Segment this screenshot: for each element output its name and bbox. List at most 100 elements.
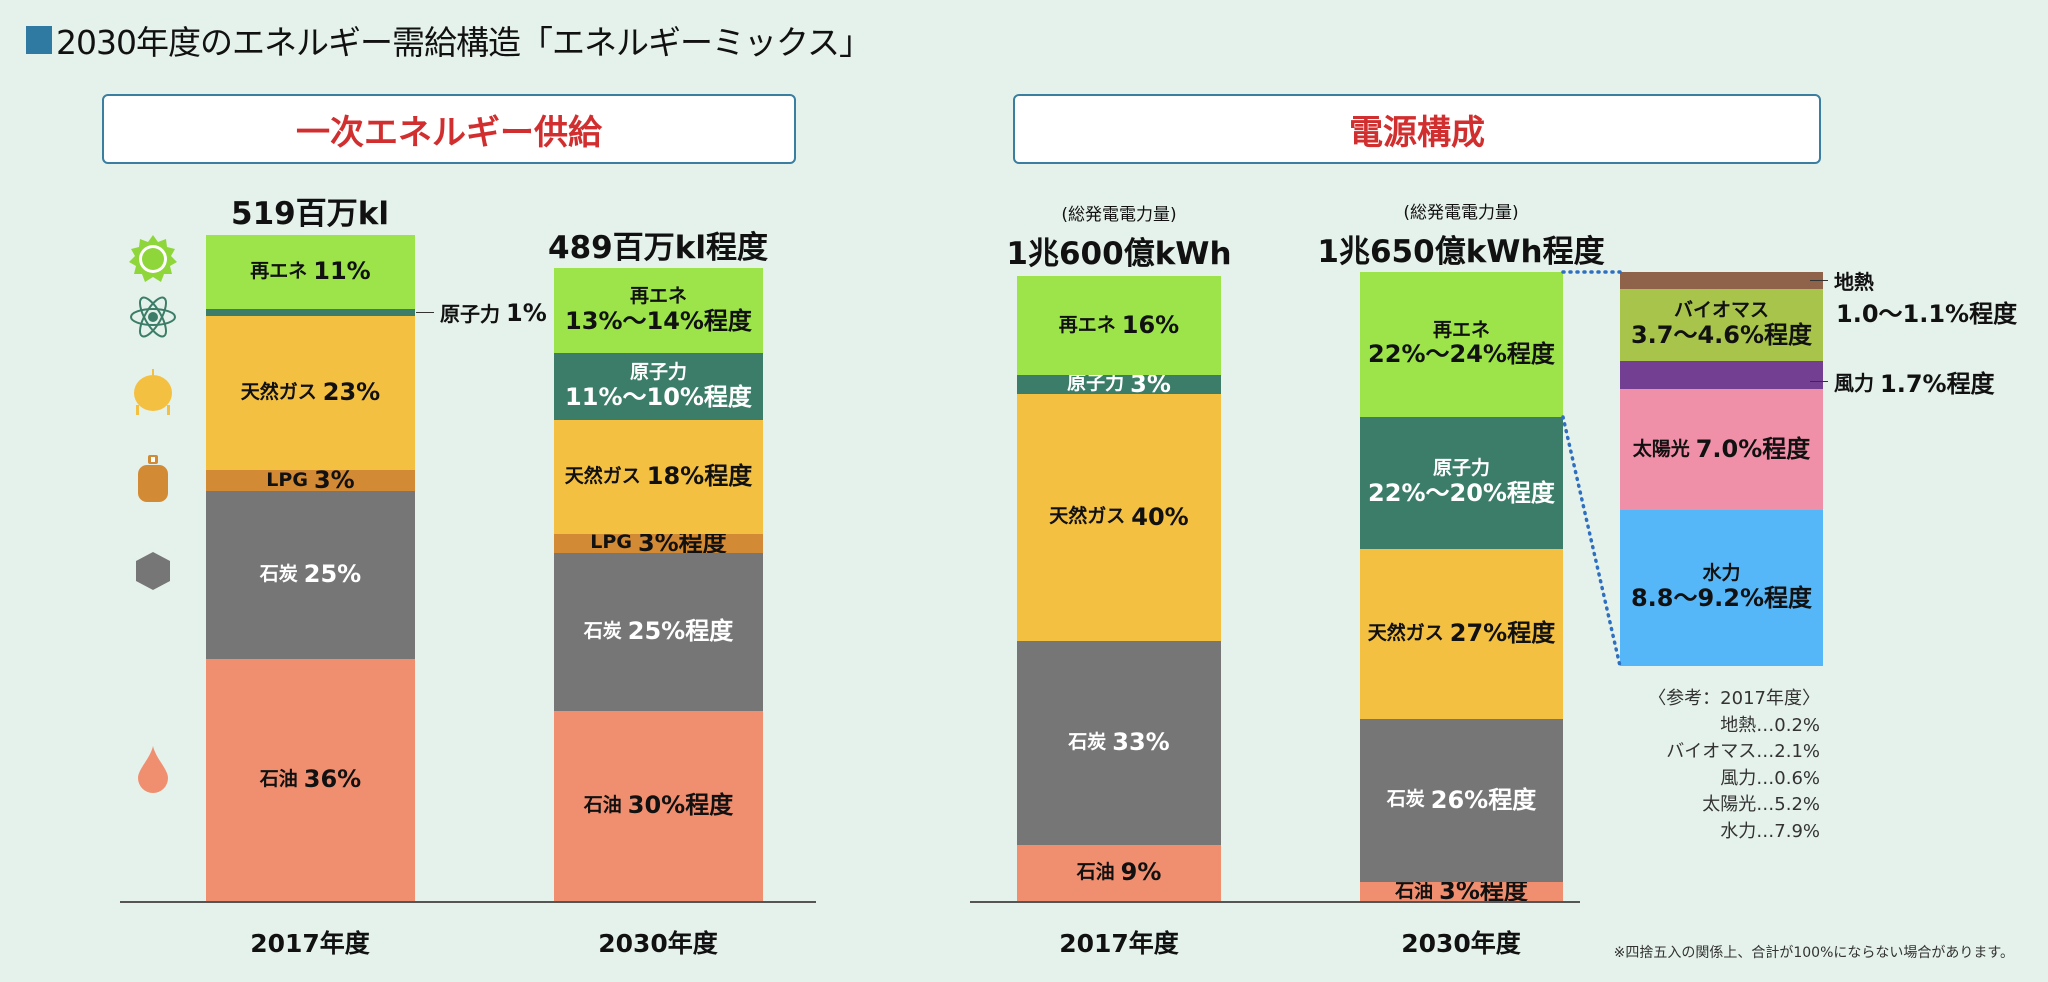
reference-item: 地熱…0.2% [1720, 714, 1820, 736]
lpg-cylinder-icon [138, 455, 168, 502]
bar-segment-geothermal [1620, 272, 1823, 289]
gas-tank-icon [134, 369, 172, 415]
bar-segment-solar: 太陽光 7.0%程度 [1620, 388, 1823, 511]
bar-power-2030: 再エネ 22%〜24%程度 原子力 22%〜20%程度 天然ガス 27%程度 石炭 26%程度… [1360, 272, 1563, 902]
segment-label: 石油 [1076, 861, 1115, 884]
segment-value: 8.8〜9.2%程度 [1630, 584, 1813, 613]
segment-label: 再エネ [1432, 318, 1490, 341]
segment-label: 石油 [583, 794, 622, 817]
segment-label: 原子力 [1432, 457, 1490, 479]
segment-label: 原子力 [1067, 375, 1125, 394]
callout-geothermal: 地熱 [1810, 266, 1874, 295]
segment-value: 27%程度 [1449, 618, 1556, 647]
bar-segment-oil: 石油 36% [206, 658, 415, 902]
segment-label: 原子力 [629, 360, 687, 383]
segment-value: 25% [303, 559, 362, 588]
segment-value: 23% [322, 378, 381, 407]
callout-wind: 風力 1.7%程度 [1810, 364, 1995, 399]
year-label-primary-2017: 2017年度 [250, 929, 370, 958]
bar-segment-hydro: 水力 8.8〜9.2%程度 [1620, 510, 1823, 666]
segment-value: 3% [1130, 375, 1171, 394]
total-2017-power: 1兆600億kWh [1006, 236, 1232, 272]
bar-segment-coal: 石炭 33% [1017, 641, 1221, 846]
segment-value: 18%程度 [646, 462, 753, 491]
sun-icon [129, 235, 177, 282]
segment-label: 石炭 [583, 620, 622, 643]
segment-label: 太陽光 [1632, 437, 1690, 460]
segment-value: 3.7〜4.6%程度 [1630, 321, 1813, 350]
bar-segment-nuclear: 原子力 11%〜10%程度 [554, 353, 763, 420]
bar-segment-renewable: 再エネ 13%〜14%程度 [554, 268, 763, 354]
bar-segment-biomass: バイオマス 3.7〜4.6%程度 [1620, 289, 1823, 361]
segment-value: 22%〜24%程度 [1368, 340, 1555, 369]
bar-segment-gas: 天然ガス 23% [206, 315, 415, 471]
bar-primary-2017: 再エネ 11% 天然ガス 23% LPG 3% 石炭 25% 石油 36% [206, 235, 415, 902]
atom-icon [130, 296, 176, 338]
year-label-power-2030: 2030年度 [1401, 929, 1521, 958]
year-label-power-2017: 2017年度 [1059, 929, 1179, 958]
segment-label: LPG [266, 470, 308, 491]
bar-segment-coal: 石炭 25%程度 [554, 552, 763, 712]
bar-segment-gas: 天然ガス 18%程度 [554, 419, 763, 534]
power-mix-header: 電源構成 [1013, 94, 1821, 164]
segment-label: 再エネ [1058, 313, 1116, 336]
bar-segment-lpg: LPG 3%程度 [554, 533, 763, 553]
bar-segment-wind [1620, 360, 1823, 389]
bar-segment-lpg: LPG 3% [206, 470, 415, 491]
total-2017-primary: 519百万kl [231, 196, 389, 232]
segment-value: 30%程度 [627, 791, 734, 820]
bar-primary-2030: 再エネ 13%〜14%程度 原子力 11%〜10%程度 天然ガス 18%程度 LPG 3%程度… [554, 268, 763, 901]
bar-renewable-breakdown: バイオマス 3.7〜4.6%程度 太陽光 7.0%程度 水力 8.8〜9.2%程度 [1620, 272, 1823, 666]
reference-item: 太陽光…5.2% [1702, 794, 1820, 815]
segment-value: 3%程度 [1439, 882, 1528, 902]
segment-label: 再エネ [629, 285, 687, 307]
subtitle-2017-power: (総発電電力量) [1061, 205, 1177, 225]
segment-value: 33% [1112, 728, 1170, 757]
year-label-primary-2030: 2030年度 [598, 929, 718, 958]
segment-value: 40% [1131, 502, 1189, 531]
segment-value: 25%程度 [627, 617, 734, 646]
segment-label: 天然ガス [1367, 621, 1444, 644]
bar-segment-gas: 天然ガス 27%程度 [1360, 548, 1563, 719]
segment-value: 11% [313, 257, 371, 286]
bar-segment-renewable: 再エネ 11% [206, 235, 415, 309]
page-title-text: 2030年度のエネルギー需給構造「エネルギーミックス」 [56, 23, 872, 62]
segment-label: 石炭 [1386, 788, 1425, 811]
bar-segment-nuclear: 原子力 3% [1017, 375, 1221, 394]
bar-segment-nuclear: 原子力 22%〜20%程度 [1360, 416, 1563, 549]
segment-value: 26%程度 [1430, 785, 1537, 814]
reference-2017-note: 〈参考：2017年度〉 地熱…0.2% バイオマス…2.1% 風力…0.6% 太… [1648, 686, 1820, 845]
reference-item: バイオマス…2.1% [1666, 741, 1820, 762]
segment-label: 石炭 [1068, 731, 1107, 754]
segment-value: 3%程度 [637, 533, 727, 553]
oil-drop-icon [138, 746, 168, 793]
title-marker [26, 26, 52, 54]
segment-label: 石油 [1395, 882, 1434, 902]
bar-segment-coal: 石炭 25% [206, 490, 415, 659]
bar-segment-renewable: 再エネ 22%〜24%程度 [1360, 272, 1563, 417]
segment-label: 石炭 [259, 562, 298, 585]
segment-label: 天然ガス [1049, 505, 1126, 528]
bar-power-2017: 再エネ 16% 原子力 3% 天然ガス 40% 石炭 33% 石油 9% [1017, 276, 1221, 901]
segment-value: 13%〜14%程度 [565, 306, 752, 335]
x-axis-primary [120, 901, 816, 903]
bar-segment-oil: 石油 9% [1017, 845, 1221, 901]
segment-value: 9% [1120, 858, 1162, 887]
bar-segment-nuclear [206, 309, 415, 316]
segment-value: 36% [303, 765, 362, 794]
segment-label: 水力 [1702, 562, 1741, 585]
bar-segment-renewable: 再エネ 16% [1017, 276, 1221, 376]
segment-value: 7.0%程度 [1695, 434, 1811, 463]
bar-segment-coal: 石炭 26%程度 [1360, 718, 1563, 883]
segment-value: 3% [313, 470, 355, 491]
segment-label: 天然ガス [240, 381, 317, 404]
callout-geothermal-value: 1.0〜1.1%程度 [1836, 300, 2018, 328]
callout-nuclear-2017: 原子力 1% [416, 298, 547, 327]
page-title: 2030年度のエネルギー需給構造「エネルギーミックス」 [26, 16, 872, 64]
bar-segment-oil: 石油 30%程度 [554, 711, 763, 901]
segment-value: 16% [1121, 310, 1180, 339]
reference-heading: 〈参考：2017年度〉 [1648, 688, 1820, 709]
segment-label: 再エネ [250, 260, 308, 283]
primary-supply-header: 一次エネルギー供給 [102, 94, 796, 164]
total-2030-power: 1兆650億kWh程度 [1317, 234, 1605, 270]
